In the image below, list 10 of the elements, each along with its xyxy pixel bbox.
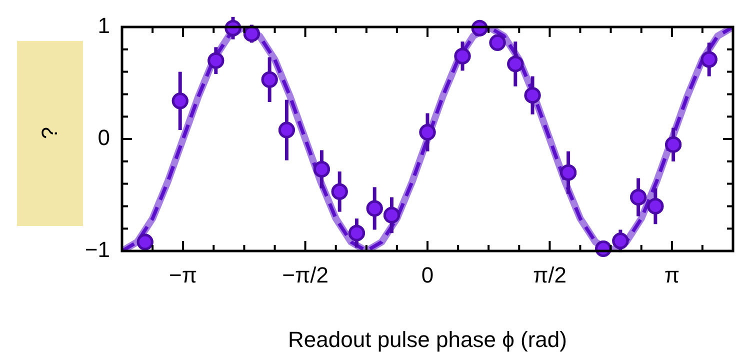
x-tick-label: −π/2 bbox=[282, 262, 328, 288]
y-axis-title: ? bbox=[37, 126, 63, 140]
x-tick-label: π bbox=[664, 262, 680, 288]
x-tick-label: π/2 bbox=[532, 262, 566, 288]
y-tick-label: −1 bbox=[84, 237, 110, 262]
y-tick-label: 1 bbox=[98, 13, 110, 38]
x-tick-label: −π bbox=[169, 262, 198, 288]
x-tick-label: 0 bbox=[421, 262, 434, 288]
y-tick-label: 0 bbox=[98, 125, 110, 150]
x-axis-title: Readout pulse phase ϕ (rad) bbox=[288, 326, 567, 352]
